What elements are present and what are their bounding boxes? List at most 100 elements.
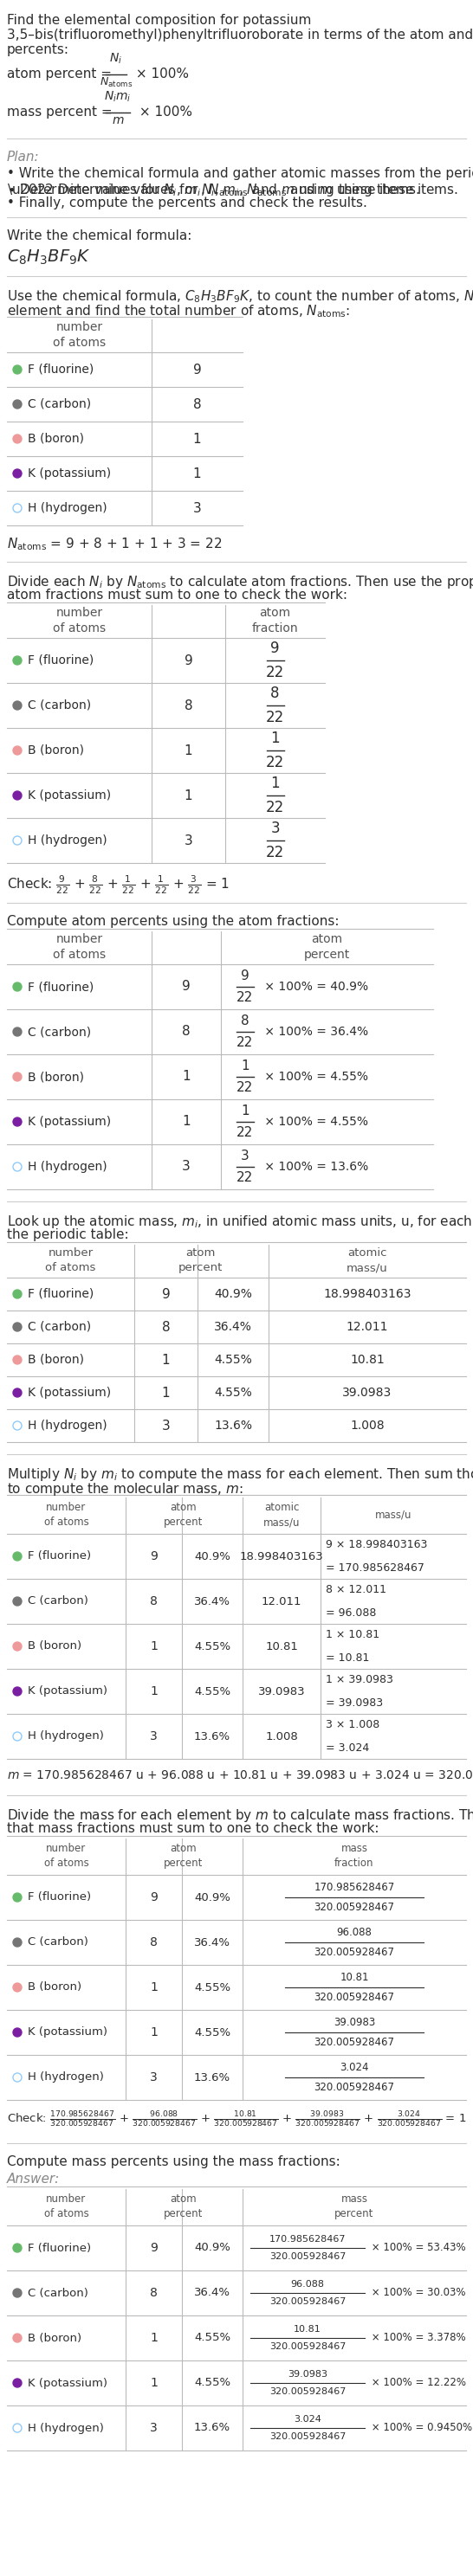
Text: mass
percent: mass percent (335, 2192, 374, 2221)
Text: 1: 1 (193, 433, 201, 446)
Text: B (boron): B (boron) (28, 1072, 84, 1082)
Text: 39.0983: 39.0983 (288, 2370, 327, 2378)
Text: 10.81: 10.81 (340, 1971, 369, 1984)
Text: 1: 1 (182, 1115, 191, 1128)
Circle shape (13, 1422, 22, 1430)
Text: B (boron): B (boron) (28, 2331, 81, 2344)
Text: 96.088: 96.088 (290, 2280, 324, 2287)
Circle shape (13, 2074, 22, 2081)
Text: K (potassium): K (potassium) (28, 1685, 107, 1698)
Text: × 100% = 36.4%: × 100% = 36.4% (261, 1025, 368, 1038)
Text: 8: 8 (162, 1321, 170, 1334)
Text: Answer:: Answer: (7, 2172, 60, 2184)
Circle shape (13, 657, 22, 665)
Text: atom percent =: atom percent = (7, 67, 116, 80)
Text: 1: 1 (241, 1105, 249, 1118)
Circle shape (13, 1597, 22, 1605)
Text: $\bullet$ Determine values for $N_i$, $m_i$, $N_\mathrm{atoms}$ and $m$ using th: $\bullet$ Determine values for $N_i$, $m… (7, 183, 420, 198)
Text: 320.005928467: 320.005928467 (314, 1947, 394, 1958)
Text: K (potassium): K (potassium) (28, 466, 111, 479)
Text: = 39.0983: = 39.0983 (326, 1698, 383, 1708)
Text: 40.9%: 40.9% (194, 1551, 230, 1561)
Text: 9: 9 (162, 1288, 170, 1301)
Text: 3: 3 (162, 1419, 170, 1432)
Text: = 3.024: = 3.024 (326, 1741, 369, 1754)
Text: 9: 9 (150, 1891, 158, 1904)
Text: × 100%: × 100% (135, 106, 193, 118)
Text: 9 × 18.998403163: 9 × 18.998403163 (326, 1538, 428, 1551)
Text: 3: 3 (150, 2421, 158, 2434)
Text: 3: 3 (184, 835, 193, 848)
Text: K (potassium): K (potassium) (28, 1386, 111, 1399)
Text: number
of atoms: number of atoms (44, 1502, 89, 1528)
Text: 320.005928467: 320.005928467 (314, 2038, 394, 2048)
Text: Write the chemical formula:: Write the chemical formula: (7, 229, 192, 242)
Text: 1: 1 (193, 466, 201, 479)
Text: atomic
mass/u: atomic mass/u (347, 1247, 388, 1273)
Text: F (fluorine): F (fluorine) (28, 1288, 94, 1301)
Text: 320.005928467: 320.005928467 (269, 2298, 346, 2306)
Circle shape (13, 1641, 22, 1651)
Text: 36.4%: 36.4% (214, 1321, 252, 1332)
Text: 36.4%: 36.4% (194, 2287, 230, 2298)
Text: 8: 8 (184, 698, 193, 711)
Circle shape (13, 2244, 22, 2251)
Text: 22: 22 (237, 1082, 254, 1095)
Text: 9: 9 (182, 981, 191, 994)
Text: 170.985628467: 170.985628467 (269, 2236, 346, 2244)
Text: 3: 3 (241, 1149, 249, 1162)
Text: × 100% = 4.55%: × 100% = 4.55% (261, 1072, 368, 1082)
Text: mass percent =: mass percent = (7, 106, 116, 118)
Circle shape (13, 1984, 22, 1991)
Text: 8: 8 (182, 1025, 191, 1038)
Text: 8: 8 (150, 1937, 158, 1947)
Text: 3.024: 3.024 (294, 2416, 321, 2424)
Text: 9: 9 (184, 654, 193, 667)
Text: 4.55%: 4.55% (214, 1355, 252, 1365)
Text: = 96.088: = 96.088 (326, 1607, 377, 1618)
Text: 8: 8 (150, 2287, 158, 2298)
Text: C (carbon): C (carbon) (28, 399, 91, 410)
Text: K (potassium): K (potassium) (28, 788, 111, 801)
Text: Divide the mass for each element by $m$ to calculate mass fractions. Then use th: Divide the mass for each element by $m$ … (7, 1808, 473, 1824)
Text: F (fluorine): F (fluorine) (28, 2241, 91, 2254)
Circle shape (13, 1291, 22, 1298)
Text: that mass fractions must sum to one to check the work:: that mass fractions must sum to one to c… (7, 1821, 379, 1834)
Text: 36.4%: 36.4% (194, 1937, 230, 1947)
Circle shape (13, 1355, 22, 1365)
Text: 40.9%: 40.9% (194, 2241, 230, 2254)
Text: \u2022 Determine values for $N_i$, $m_i$, $N_\mathrm{atoms}$ and $m$ using these: \u2022 Determine values for $N_i$, $m_i$… (7, 183, 458, 198)
Text: 1: 1 (150, 1641, 158, 1651)
Text: 1: 1 (150, 1685, 158, 1698)
Text: atom
percent: atom percent (178, 1247, 222, 1273)
Text: 22: 22 (237, 1126, 254, 1139)
Text: atom
fraction: atom fraction (252, 605, 298, 634)
Text: Find the elemental composition for potassium: Find the elemental composition for potas… (7, 13, 311, 26)
Circle shape (13, 2378, 22, 2388)
Text: 1 × 39.0983: 1 × 39.0983 (326, 1674, 393, 1685)
Text: 22: 22 (266, 711, 284, 726)
Text: $m$ = 170.985628467 u + 96.088 u + 10.81 u + 39.0983 u + 3.024 u = 320.005928467: $m$ = 170.985628467 u + 96.088 u + 10.81… (7, 1770, 473, 1783)
Text: × 100% = 53.43%: × 100% = 53.43% (368, 2241, 466, 2254)
Text: number
of atoms: number of atoms (45, 1247, 96, 1273)
Text: $C_8H_3BF_9K$: $C_8H_3BF_9K$ (7, 247, 91, 268)
Text: 170.985628467: 170.985628467 (314, 1883, 394, 1893)
Text: × 100% = 40.9%: × 100% = 40.9% (261, 981, 368, 992)
Circle shape (13, 1072, 22, 1082)
Text: F (fluorine): F (fluorine) (28, 363, 94, 376)
Text: 40.9%: 40.9% (214, 1288, 252, 1301)
Text: C (carbon): C (carbon) (28, 2287, 88, 2298)
Text: 1: 1 (241, 1059, 249, 1072)
Text: • Finally, compute the percents and check the results.: • Finally, compute the percents and chec… (7, 196, 367, 209)
Text: 22: 22 (266, 845, 284, 860)
Text: 4.55%: 4.55% (194, 2027, 230, 2038)
Text: × 100% = 30.03%: × 100% = 30.03% (368, 2287, 465, 2298)
Text: 3: 3 (271, 822, 280, 837)
Text: 8 × 12.011: 8 × 12.011 (326, 1584, 386, 1595)
Circle shape (13, 1388, 22, 1396)
Text: H (hydrogen): H (hydrogen) (28, 2421, 104, 2434)
Text: 10.81: 10.81 (265, 1641, 298, 1651)
Text: 12.011: 12.011 (346, 1321, 388, 1332)
Text: 1: 1 (150, 2331, 158, 2344)
Text: Divide each $N_i$ by $N_\mathrm{atoms}$ to calculate atom fractions. Then use th: Divide each $N_i$ by $N_\mathrm{atoms}$ … (7, 574, 473, 590)
